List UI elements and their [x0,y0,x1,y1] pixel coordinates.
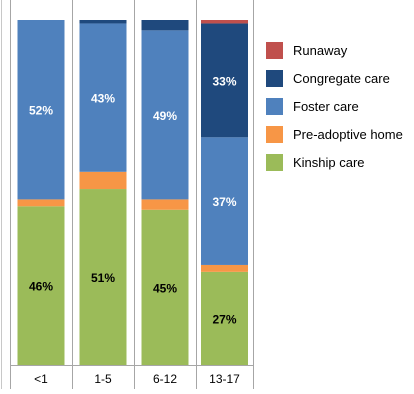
legend-swatch-kinship-care [266,154,283,171]
bar-segment-runaway-13-17 [201,20,248,24]
legend-label-kinship-care: Kinship care [293,155,365,170]
legend-swatch-runaway [266,42,283,59]
data-label-foster-care-6-12: 49% [153,109,177,123]
data-label-congregate-care-13-17: 33% [212,74,236,88]
legend-swatch-congregate-care [266,70,283,87]
x-tick-label-1: <1 [34,372,48,386]
bar-segment-kinship-care-1-5 [79,189,127,365]
bar-segment-kinship-care-6-12 [141,209,189,365]
data-label-foster-care-13-17: 37% [212,195,236,209]
bar-segment-pre-adoptive-home-1 [17,199,65,207]
data-label-foster-care-1: 52% [29,104,53,118]
bar-segment-foster-care-6-12 [141,30,189,200]
bar-segment-foster-care-13-17 [201,137,248,265]
data-label-kinship-care-1: 46% [29,280,53,294]
bar-segment-pre-adoptive-home-1-5 [79,171,127,190]
bar-segment-pre-adoptive-home-13-17 [201,264,248,272]
bar-segment-congregate-care-13-17 [201,23,248,138]
bar-segment-kinship-care-1 [17,206,65,365]
legend-label-runaway: Runaway [293,43,348,58]
data-label-kinship-care-13-17: 27% [212,312,236,326]
bar-segment-congregate-care-6-12 [141,20,189,31]
x-tick-label-6-12: 6-12 [153,372,177,386]
bar-segment-kinship-care-13-17 [201,271,248,365]
bar-segment-pre-adoptive-home-6-12 [141,199,189,210]
legend-swatch-pre-adoptive-home [266,126,283,143]
bar-segment-congregate-care-1-5 [79,20,127,24]
legend-label-foster-care: Foster care [293,99,359,114]
data-label-kinship-care-1-5: 51% [91,271,115,285]
data-label-foster-care-1-5: 43% [91,92,115,106]
legend: Runaway Congregate care Foster care Pre-ado… [266,42,403,171]
bar-segment-foster-care-1-5 [79,23,127,172]
bar-segment-foster-care-1 [17,20,65,200]
legend-label-congregate-care: Congregate care [293,71,390,86]
x-axis: <1 1-5 6-12 13-17 [1,0,254,389]
plot-area: 46% 52% 51% 43% 45% 49% 27% 37% 33% [17,20,248,365]
x-tick-label-1-5: 1-5 [94,372,112,386]
legend-swatch-foster-care [266,98,283,115]
x-tick-label-13-17: 13-17 [209,372,240,386]
legend-label-pre-adoptive-home: Pre-adoptive home [293,127,403,142]
data-label-kinship-care-6-12: 45% [153,281,177,295]
